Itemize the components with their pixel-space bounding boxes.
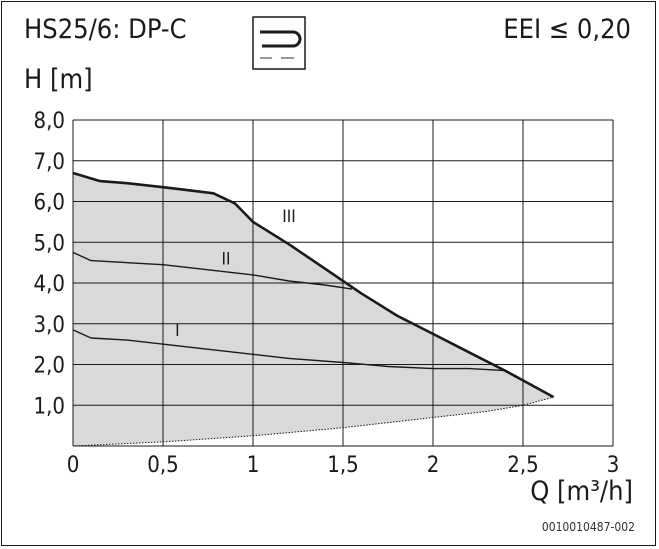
x-tick-label: 1 [247,453,260,478]
x-tick-label: 3 [607,453,620,478]
figure-code: 0010010487-002 [541,520,635,534]
y-tick-label: 4,0 [34,272,65,297]
y-tick-label: 1,0 [34,394,65,419]
y-tick-label: 2,0 [34,354,65,379]
y-tick-label: 5,0 [34,231,65,256]
y-tick-label: 6,0 [34,191,65,216]
x-tick-label: 0,5 [147,453,178,478]
chart-title: HS25/6: DP-C [24,14,187,45]
y-axis-label: H [m] [24,64,93,95]
series-label-i: I [175,321,180,341]
eei-label: EEI ≤ 0,20 [503,14,631,45]
x-axis-label: Q [m³/h] [530,476,633,507]
x-tick-label: 0 [67,453,80,478]
curve-iii [72,171,555,399]
y-tick-label: 7,0 [34,150,65,175]
system-curve [72,396,554,447]
curve-i [72,329,506,372]
x-tick-label: 1,5 [327,453,358,478]
x-tick-label: 2 [427,453,440,478]
y-tick-label: 3,0 [34,313,65,338]
series-label-iii: III [282,207,296,227]
curve-ii [72,251,353,290]
constant-pressure-mode-icon [252,16,306,70]
y-tick-label: 8,0 [34,109,65,134]
series-label-ii: II [221,250,230,270]
x-tick-label: 2,5 [507,453,538,478]
